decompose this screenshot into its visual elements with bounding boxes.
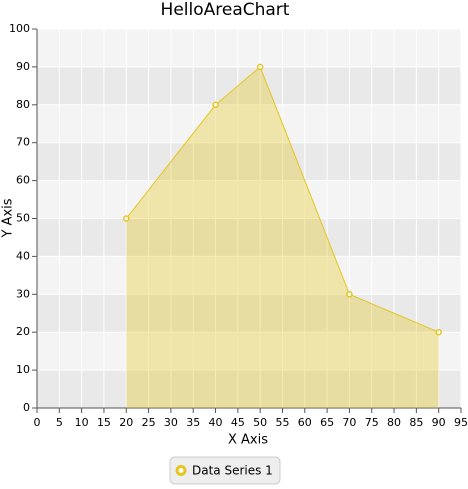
x-tick-label: 25 [142,416,156,429]
y-tick-label: 50 [16,212,30,225]
x-tick-label: 95 [454,416,468,429]
y-tick-label: 10 [16,363,30,376]
x-tick-label: 50 [253,416,267,429]
legend-box [169,456,281,485]
data-point [435,328,442,336]
x-tick-label: 15 [97,416,111,429]
chart-title: HelloAreaChart [161,0,290,20]
x-tick-label: 65 [320,416,334,429]
y-tick-label: 40 [16,249,30,262]
x-tick-label: 5 [56,416,63,429]
x-tick-label: 75 [365,416,379,429]
x-axis-title: X Axis [228,433,268,448]
y-tick-label: 100 [9,22,30,35]
data-point [212,101,219,109]
legend-marker [175,465,187,476]
y-tick-label: 70 [16,136,30,149]
x-tick-label: 30 [164,416,178,429]
x-tick-label: 10 [75,416,89,429]
x-tick-label: 35 [186,416,200,429]
x-tick-label: 40 [209,416,223,429]
x-tick-label: 85 [409,416,423,429]
grid-band [37,142,461,181]
y-axis-title: Y Axis [1,198,16,238]
y-tick-label: 90 [16,60,30,73]
grid-band [37,66,461,105]
area-fill [126,66,439,409]
y-tick-label: 60 [16,174,30,187]
x-tick-label: 80 [387,416,401,429]
x-tick-label: 90 [432,416,446,429]
y-tick-label: 80 [16,98,30,111]
y-tick-label: 0 [23,401,30,414]
grid-band [37,218,461,257]
grid-band [37,294,461,333]
x-tick-label: 55 [275,416,289,429]
y-tick-label: 30 [16,287,30,300]
x-tick-label: 20 [119,416,133,429]
x-tick-label: 0 [34,416,41,429]
y-tick-label: 20 [16,325,30,338]
x-tick-label: 60 [298,416,312,429]
data-point [346,291,353,298]
x-tick-label: 45 [231,416,245,429]
data-point [123,215,130,222]
grid-band [37,370,461,408]
legend-label: Data Series 1 [192,464,273,478]
x-tick-label: 70 [342,416,356,429]
data-point [256,63,264,71]
